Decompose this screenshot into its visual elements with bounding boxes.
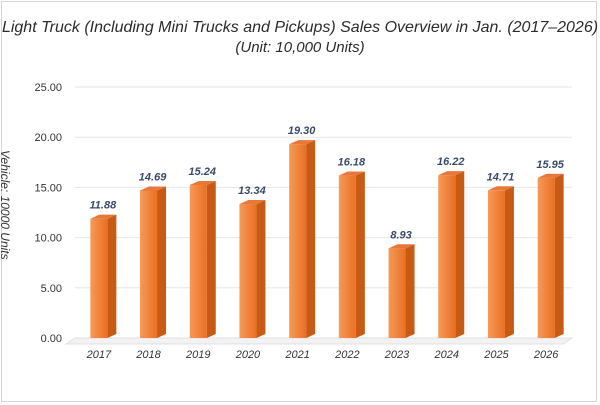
chart-subtitle: (Unit: 10,000 Units) xyxy=(235,39,365,56)
x-tick-label: 2017 xyxy=(86,349,112,361)
x-tick-label: 2018 xyxy=(135,349,161,361)
bar-top xyxy=(388,244,415,249)
y-tick-label: 10.00 xyxy=(34,233,62,245)
bar-front xyxy=(239,204,257,338)
data-label: 16.18 xyxy=(338,157,366,169)
bar-2017 xyxy=(90,214,117,338)
bar-top xyxy=(239,200,266,205)
bar-side xyxy=(107,214,117,338)
bar-2018 xyxy=(140,186,167,338)
data-label: 13.34 xyxy=(238,185,266,197)
x-tick-label: 2025 xyxy=(483,349,509,361)
bar-top xyxy=(289,140,316,145)
bar-top xyxy=(338,171,365,176)
x-tick-label: 2020 xyxy=(235,349,261,361)
bar-2026 xyxy=(537,173,564,338)
chart-title: Light Truck (Including Mini Trucks and P… xyxy=(1,19,599,36)
bar-front xyxy=(537,177,555,338)
bar-front xyxy=(189,184,207,338)
data-label: 15.95 xyxy=(536,159,564,171)
bar-side xyxy=(355,171,365,338)
x-tick-label: 2019 xyxy=(185,349,210,361)
data-label: 11.88 xyxy=(89,200,117,212)
x-tick-label: 2023 xyxy=(384,349,410,361)
bar-front xyxy=(140,190,158,338)
bar-side xyxy=(256,200,266,338)
bar-side xyxy=(306,140,316,338)
x-tick-label: 2026 xyxy=(533,349,559,361)
data-label: 16.22 xyxy=(437,156,465,168)
bar-2024 xyxy=(438,171,465,338)
bar-top xyxy=(189,180,216,185)
bar-side xyxy=(206,180,216,338)
bar-top xyxy=(438,171,465,176)
data-label: 14.71 xyxy=(487,171,515,183)
y-tick-label: 25.00 xyxy=(34,82,62,94)
bar-front xyxy=(487,190,505,338)
chart-floor xyxy=(64,337,574,345)
bar-2020 xyxy=(239,200,266,338)
bar-top xyxy=(487,186,514,191)
data-label: 8.93 xyxy=(390,229,411,241)
bar-top xyxy=(537,173,564,178)
x-tick-label: 2021 xyxy=(284,349,309,361)
bar-front xyxy=(438,175,456,338)
bar-2021 xyxy=(289,140,316,338)
bar-front xyxy=(388,248,406,338)
bar-2019 xyxy=(189,180,216,338)
data-label: 15.24 xyxy=(188,166,216,178)
x-tick-label: 2024 xyxy=(434,349,459,361)
y-tick-label: 5.00 xyxy=(41,283,62,295)
bar-front xyxy=(289,144,307,338)
y-tick-label: 20.00 xyxy=(34,132,62,144)
bar-side xyxy=(157,186,167,338)
x-tick-label: 2022 xyxy=(334,349,359,361)
data-label: 14.69 xyxy=(139,172,167,184)
data-label: 19.30 xyxy=(288,125,316,137)
bar-2025 xyxy=(487,186,514,338)
bar-side xyxy=(554,173,564,338)
bar-2023 xyxy=(388,244,415,338)
bar-side xyxy=(455,171,465,338)
bar-front xyxy=(338,175,356,338)
bar-2022 xyxy=(338,171,365,338)
bar-top xyxy=(140,186,167,191)
bar-side xyxy=(504,186,514,338)
bar-top xyxy=(90,214,117,219)
bar-front xyxy=(90,218,108,338)
y-tick-label: 15.00 xyxy=(34,182,62,194)
bar-side xyxy=(405,244,415,338)
y-tick-label: 0.00 xyxy=(41,333,62,345)
